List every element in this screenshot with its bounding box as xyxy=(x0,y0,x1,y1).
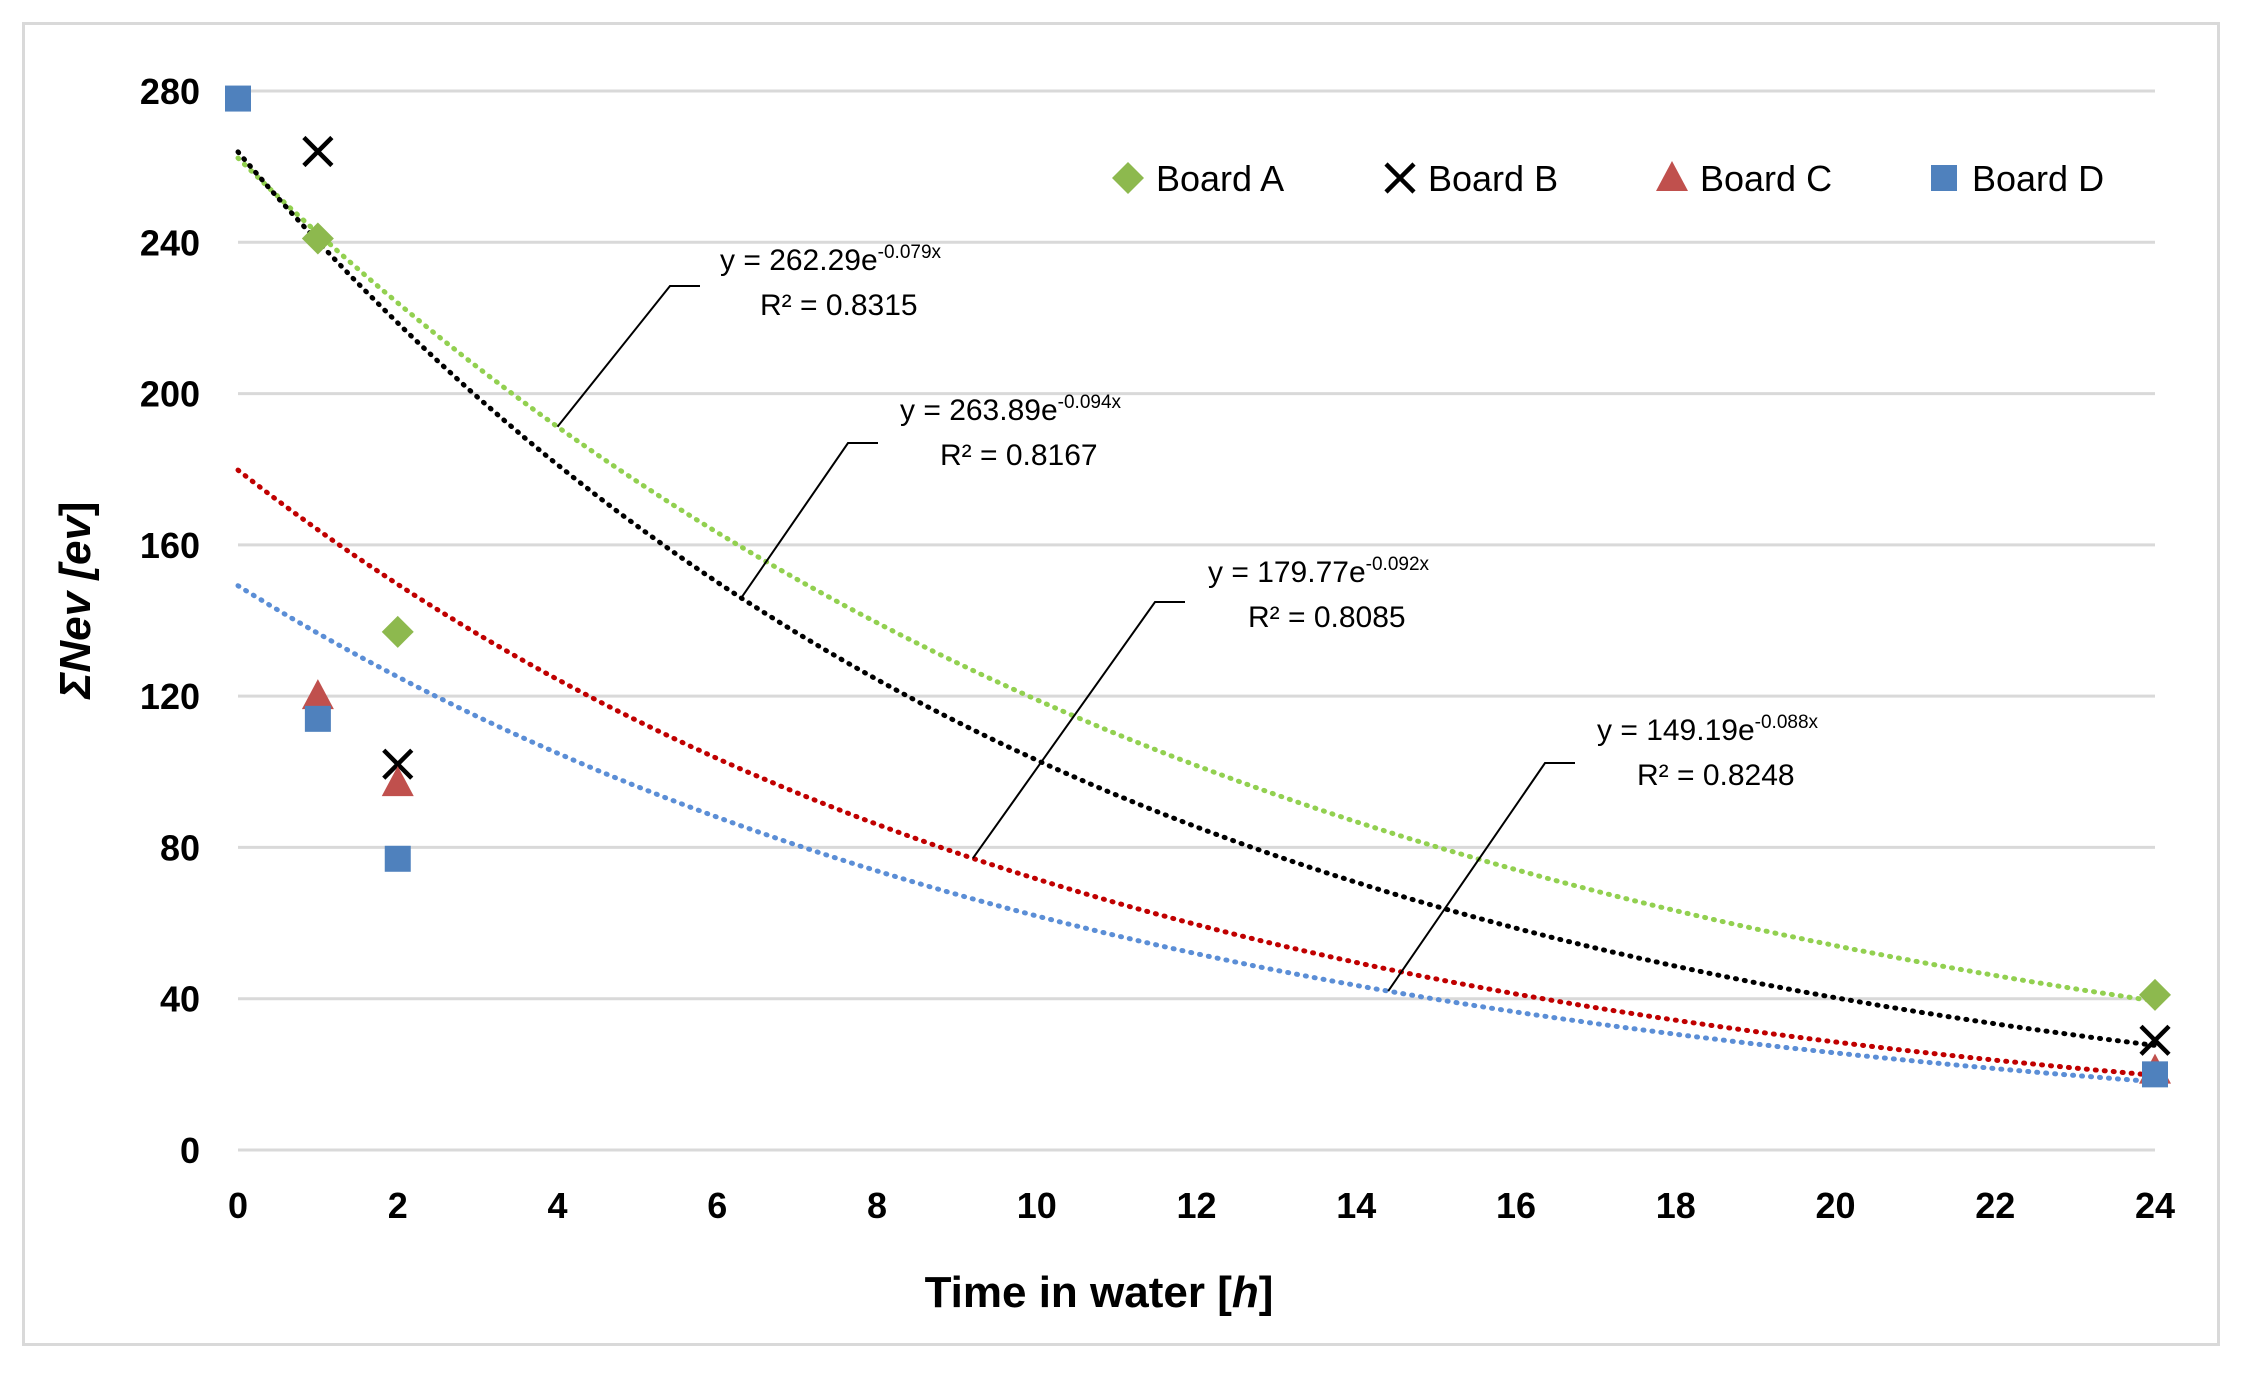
trend-r2-board-d: R² = 0.8248 xyxy=(1637,759,1795,792)
data-point-board-d xyxy=(384,845,411,872)
legend-label-board-d: Board D xyxy=(1972,158,2104,199)
trendline-board-c xyxy=(235,467,2158,1078)
legend-label-board-c: Board C xyxy=(1700,158,1832,199)
y-tick-label: 160 xyxy=(140,525,200,566)
legend-marker-board-c xyxy=(1656,161,1688,191)
trend-equation-board-a: y = 262.29e-0.079x xyxy=(720,242,942,277)
data-point-board-d xyxy=(304,705,331,732)
x-tick-label: 18 xyxy=(1656,1185,1696,1226)
y-tick-label: 280 xyxy=(140,71,200,112)
trend-r2-board-a: R² = 0.8315 xyxy=(760,289,918,322)
x-tick-label: 12 xyxy=(1176,1185,1216,1226)
y-tick-label: 80 xyxy=(160,827,200,868)
trend-equation-board-b: y = 263.89e-0.094x xyxy=(900,392,1122,427)
y-tick-label: 120 xyxy=(140,676,200,717)
trend-r2-board-c: R² = 0.8085 xyxy=(1248,601,1406,634)
x-axis-title: Time in water [h] xyxy=(925,1268,1274,1317)
equation-leader-lines xyxy=(556,285,1575,992)
x-tick-label: 8 xyxy=(867,1185,887,1226)
y-tick-label: 40 xyxy=(160,979,200,1020)
x-tick-label: 20 xyxy=(1815,1185,1855,1226)
leader-line-board-b xyxy=(740,442,878,599)
trend-r2-board-b: R² = 0.8167 xyxy=(940,439,1098,472)
data-point-board-d xyxy=(225,85,251,112)
data-point-board-a xyxy=(301,222,334,255)
y-tick-label: 240 xyxy=(140,222,200,263)
legend: Board A Board B Board C Board D xyxy=(1112,158,2104,199)
y-tick-label: 0 xyxy=(180,1130,200,1171)
gridlines xyxy=(238,89,2155,1152)
leader-line-board-d xyxy=(1387,762,1575,992)
trend-equation-board-d: y = 149.19e-0.088x xyxy=(1597,712,1819,747)
trendline-board-d xyxy=(235,583,2158,1085)
leader-line-board-c xyxy=(972,601,1185,859)
x-tick-label: 4 xyxy=(547,1185,567,1226)
trend-equation-board-c: y = 179.77e-0.092x xyxy=(1208,554,1430,589)
leader-line-board-a xyxy=(556,285,700,428)
x-tick-label: 6 xyxy=(707,1185,727,1226)
legend-marker-board-a xyxy=(1112,162,1144,194)
trendlines xyxy=(235,149,2158,1085)
data-points xyxy=(225,85,2171,1088)
data-point-board-b xyxy=(302,135,334,168)
x-tick-label: 16 xyxy=(1496,1185,1536,1226)
x-tick-label: 22 xyxy=(1975,1185,2015,1226)
x-tick-label: 14 xyxy=(1336,1185,1376,1226)
x-tick-label: 2 xyxy=(388,1185,408,1226)
data-point-board-b xyxy=(2139,1024,2171,1056)
legend-marker-board-d xyxy=(1931,165,1957,191)
legend-label-board-b: Board B xyxy=(1428,158,1558,199)
chart-frame xyxy=(22,22,2220,1346)
data-point-board-a xyxy=(2139,978,2171,1011)
trendline-board-b xyxy=(235,149,2158,1048)
data-point-board-a xyxy=(381,615,414,648)
data-point-board-b xyxy=(382,748,414,780)
data-point-board-c xyxy=(381,766,414,797)
trendline-board-a xyxy=(235,155,2158,1004)
x-tick-label: 0 xyxy=(228,1185,248,1226)
y-tick-label: 200 xyxy=(140,374,200,415)
legend-marker-board-b xyxy=(1384,162,1416,194)
data-point-board-d xyxy=(2142,1061,2168,1088)
x-tick-labels: 0 2 4 6 8 10 12 14 16 18 20 22 24 xyxy=(228,1185,2175,1226)
x-tick-label: 24 xyxy=(2135,1185,2175,1226)
legend-label-board-a: Board A xyxy=(1156,158,1284,199)
y-tick-labels: 0 40 80 120 160 200 240 280 xyxy=(140,71,200,1171)
data-point-board-c xyxy=(301,679,334,710)
trend-equations: y = 262.29e-0.079x R² = 0.8315 y = 263.89e… xyxy=(720,242,1819,792)
y-axis-title: ΣNev [ev] xyxy=(51,501,100,700)
x-tick-label: 10 xyxy=(1017,1185,1057,1226)
